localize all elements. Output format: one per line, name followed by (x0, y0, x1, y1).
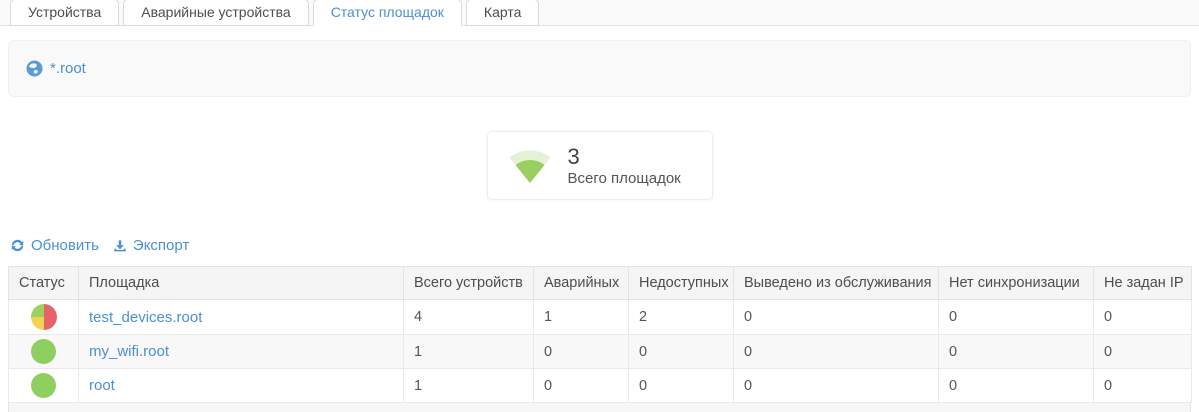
status-pie-icon (30, 304, 57, 330)
tab-map[interactable]: Карта (465, 0, 540, 26)
site-status-table: Статус Площадка Всего устройств Аварийны… (8, 266, 1192, 403)
status-cell (8, 368, 79, 403)
export-label: Экспорт (132, 237, 190, 254)
total-sites-text: 3 Всего площадок (568, 144, 681, 187)
cell-maintenance: 0 (733, 334, 939, 369)
table-footer-toolbar (8, 403, 1191, 412)
total-sites-card: 3 Всего площадок (486, 131, 713, 200)
cell-unavailable: 0 (628, 334, 734, 369)
table-actions: Обновить Экспорт (10, 237, 1199, 254)
cell-maintenance: 0 (733, 368, 939, 403)
cell-no-ip: 0 (1093, 368, 1192, 403)
site-link[interactable]: test_devices.root (89, 308, 203, 326)
status-ok-icon (31, 373, 56, 398)
export-button[interactable]: Экспорт (113, 237, 189, 254)
total-sites-count: 3 (567, 144, 580, 170)
total-sites-label: Всего площадок (567, 169, 681, 187)
col-header-unavailable[interactable]: Недоступных (628, 266, 734, 300)
cell-alarm: 1 (533, 299, 629, 335)
cell-total-devices: 1 (403, 368, 534, 403)
breadcrumb-label: *.root (50, 60, 86, 77)
wifi-icon (506, 147, 554, 185)
col-header-total-devices[interactable]: Всего устройств (403, 266, 534, 300)
breadcrumb-panel: *.root (8, 40, 1191, 97)
tab-devices[interactable]: Устройства (10, 0, 120, 26)
download-icon (113, 239, 127, 253)
table-row: test_devices.root 4 1 2 0 0 0 (8, 299, 1192, 335)
col-header-no-ip[interactable]: Не задан IP (1093, 266, 1192, 300)
cell-no-sync: 0 (938, 334, 1094, 369)
breadcrumb-root-link[interactable]: *.root (26, 60, 86, 77)
col-header-site[interactable]: Площадка (78, 266, 404, 300)
col-header-maintenance[interactable]: Выведено из обслуживания (733, 266, 939, 300)
status-cell (8, 299, 79, 335)
site-link[interactable]: my_wifi.root (89, 343, 170, 360)
cell-unavailable: 0 (628, 368, 734, 403)
refresh-label: Обновить (31, 237, 99, 254)
table-header-row: Статус Площадка Всего устройств Аварийны… (8, 266, 1192, 300)
status-cell (8, 334, 79, 369)
tab-site-status[interactable]: Статус площадок (312, 0, 462, 26)
col-header-alarm[interactable]: Аварийных (533, 266, 629, 300)
tab-bar: Устройства Аварийные устройства Статус п… (0, 0, 1199, 26)
cell-total-devices: 1 (403, 334, 534, 369)
col-header-no-sync[interactable]: Нет синхронизации (938, 266, 1094, 300)
cell-alarm: 0 (533, 368, 629, 403)
cell-alarm: 0 (533, 334, 629, 369)
cell-no-sync: 0 (938, 368, 1094, 403)
cell-no-ip: 0 (1093, 299, 1192, 335)
col-header-status[interactable]: Статус (8, 266, 79, 300)
cell-no-sync: 0 (938, 299, 1094, 335)
table-row: my_wifi.root 1 0 0 0 0 0 (8, 334, 1192, 369)
table-row: root 1 0 0 0 0 0 (8, 368, 1192, 403)
refresh-icon (10, 238, 25, 253)
cell-unavailable: 2 (628, 299, 734, 335)
cell-maintenance: 0 (733, 299, 939, 335)
cell-no-ip: 0 (1093, 334, 1192, 369)
cell-total-devices: 4 (403, 299, 534, 335)
globe-icon (26, 60, 43, 77)
tab-alarm-devices[interactable]: Аварийные устройства (123, 0, 309, 26)
status-ok-icon (31, 339, 56, 364)
refresh-button[interactable]: Обновить (10, 237, 99, 254)
site-link[interactable]: root (89, 377, 115, 394)
